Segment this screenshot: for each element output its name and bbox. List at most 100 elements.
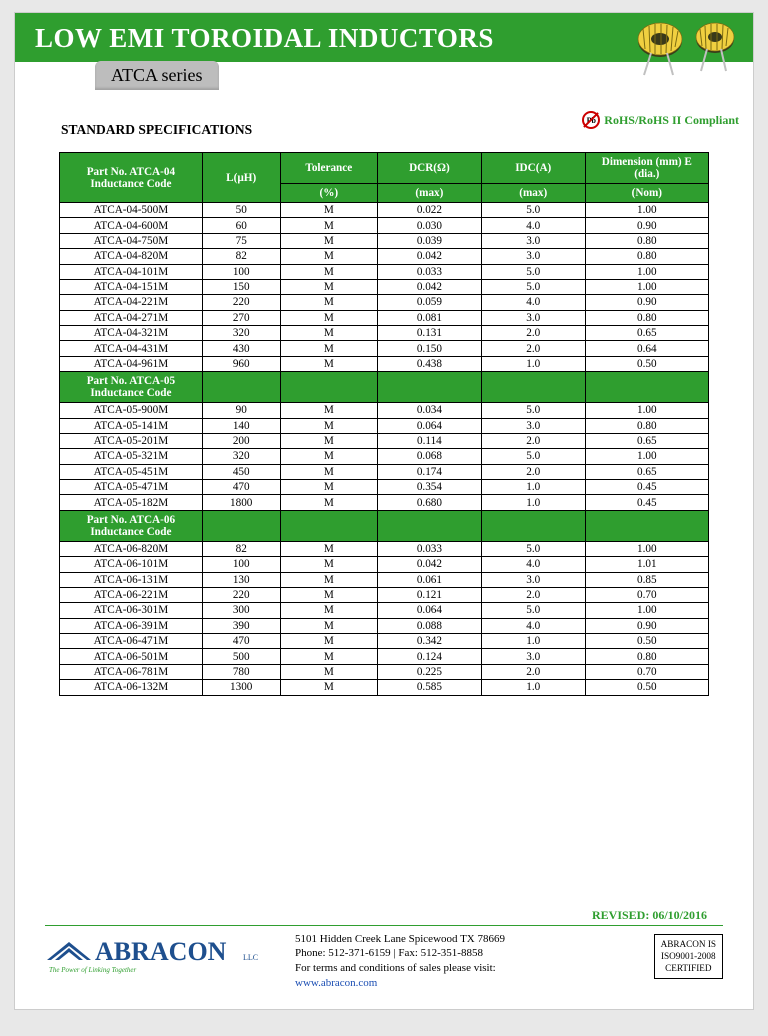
table-row: ATCA-04-600M60M0.0304.00.90 — [60, 218, 709, 233]
table-cell: 0.80 — [585, 418, 708, 433]
table-cell: 780 — [202, 664, 280, 679]
table-cell: M — [280, 356, 377, 371]
table-row: ATCA-05-141M140M0.0643.00.80 — [60, 418, 709, 433]
table-cell: 320 — [202, 326, 280, 341]
table-cell: M — [280, 403, 377, 418]
col-tol: Tolerance — [305, 162, 352, 174]
subheader-empty — [377, 372, 481, 403]
table-cell: ATCA-05-201M — [60, 433, 203, 448]
table-cell: ATCA-04-151M — [60, 279, 203, 294]
table-row: ATCA-05-182M1800M0.6801.00.45 — [60, 495, 709, 510]
table-cell: 2.0 — [481, 433, 585, 448]
table-cell: M — [280, 480, 377, 495]
table-cell: 2.0 — [481, 341, 585, 356]
table-row: ATCA-06-471M470M0.3421.00.50 — [60, 634, 709, 649]
table-cell: 0.90 — [585, 618, 708, 633]
table-cell: 1.0 — [481, 495, 585, 510]
table-cell: 0.042 — [377, 249, 481, 264]
table-cell: 0.225 — [377, 664, 481, 679]
table-cell: 3.0 — [481, 418, 585, 433]
table-cell: 5.0 — [481, 279, 585, 294]
table-cell: 5.0 — [481, 203, 585, 218]
table-cell: 1.00 — [585, 203, 708, 218]
address-line1: 5101 Hidden Creek Lane Spicewood TX 7866… — [295, 932, 634, 947]
table-cell: 320 — [202, 449, 280, 464]
spec-table-wrap: Part No. ATCA-04 Inductance Code L(µH) T… — [15, 152, 753, 696]
table-row: ATCA-06-101M100M0.0424.01.01 — [60, 557, 709, 572]
table-cell: 0.061 — [377, 572, 481, 587]
table-cell: ATCA-04-221M — [60, 295, 203, 310]
subheader-label: Part No. ATCA-06 Inductance Code — [60, 510, 203, 541]
table-cell: 1.01 — [585, 557, 708, 572]
cert-line1: ABRACON IS — [661, 939, 716, 951]
table-cell: 960 — [202, 356, 280, 371]
table-cell: 0.90 — [585, 295, 708, 310]
table-cell: M — [280, 341, 377, 356]
table-cell: 1.00 — [585, 279, 708, 294]
table-cell: M — [280, 233, 377, 248]
col-idc: IDC(A) — [515, 162, 551, 174]
table-cell: 4.0 — [481, 218, 585, 233]
table-cell: 220 — [202, 587, 280, 602]
compliance-row: Pb RoHS/RoHS II Compliant — [582, 111, 739, 129]
table-cell: 5.0 — [481, 541, 585, 556]
table-cell: 60 — [202, 218, 280, 233]
subheader-empty — [202, 372, 280, 403]
revised-date: REVISED: 06/10/2016 — [45, 908, 723, 923]
table-cell: M — [280, 464, 377, 479]
table-cell: 130 — [202, 572, 280, 587]
header-band: LOW EMI TOROIDAL INDUCTORS ATCA series — [15, 13, 753, 62]
table-cell: ATCA-05-182M — [60, 495, 203, 510]
table-cell: M — [280, 310, 377, 325]
table-cell: M — [280, 326, 377, 341]
rohs-label: RoHS/RoHS II Compliant — [604, 113, 739, 128]
table-row: ATCA-04-820M82M0.0423.00.80 — [60, 249, 709, 264]
table-subheader: Part No. ATCA-05 Inductance Code — [60, 372, 709, 403]
table-cell: 0.65 — [585, 433, 708, 448]
table-cell: 4.0 — [481, 295, 585, 310]
footer-rule — [45, 925, 723, 926]
subheader-empty — [585, 510, 708, 541]
table-cell: 0.80 — [585, 233, 708, 248]
table-cell: 0.585 — [377, 680, 481, 695]
table-cell: 0.114 — [377, 433, 481, 448]
table-cell: ATCA-04-961M — [60, 356, 203, 371]
table-cell: ATCA-04-431M — [60, 341, 203, 356]
table-row: ATCA-04-151M150M0.0425.01.00 — [60, 279, 709, 294]
website-link[interactable]: www.abracon.com — [295, 977, 377, 989]
table-cell: 82 — [202, 249, 280, 264]
table-cell: 3.0 — [481, 649, 585, 664]
table-row: ATCA-06-501M500M0.1243.00.80 — [60, 649, 709, 664]
table-row: ATCA-04-500M50M0.0225.01.00 — [60, 203, 709, 218]
table-cell: M — [280, 680, 377, 695]
table-row: ATCA-04-750M75M0.0393.00.80 — [60, 233, 709, 248]
table-cell: 0.50 — [585, 634, 708, 649]
table-cell: 470 — [202, 480, 280, 495]
table-cell: ATCA-06-471M — [60, 634, 203, 649]
table-cell: M — [280, 418, 377, 433]
table-cell: 470 — [202, 634, 280, 649]
table-cell: 4.0 — [481, 557, 585, 572]
table-subheader: Part No. ATCA-06 Inductance Code — [60, 510, 709, 541]
subheader-empty — [481, 510, 585, 541]
table-cell: M — [280, 634, 377, 649]
inductor-image-1 — [633, 19, 687, 77]
spec-table: Part No. ATCA-04 Inductance Code L(µH) T… — [59, 152, 709, 696]
table-row: ATCA-05-471M470M0.3541.00.45 — [60, 480, 709, 495]
table-cell: ATCA-06-820M — [60, 541, 203, 556]
table-cell: 1800 — [202, 495, 280, 510]
table-row: ATCA-06-391M390M0.0884.00.90 — [60, 618, 709, 633]
table-cell: 0.121 — [377, 587, 481, 602]
cert-line2: ISO9001-2008 — [661, 951, 716, 963]
table-cell: 500 — [202, 649, 280, 664]
table-cell: ATCA-06-101M — [60, 557, 203, 572]
table-cell: 150 — [202, 279, 280, 294]
table-row: ATCA-05-321M320M0.0685.01.00 — [60, 449, 709, 464]
svg-text:ABRACON: ABRACON — [95, 937, 227, 966]
table-cell: 0.85 — [585, 572, 708, 587]
table-cell: 0.45 — [585, 480, 708, 495]
table-row: ATCA-06-132M1300M0.5851.00.50 — [60, 680, 709, 695]
table-row: ATCA-05-900M90M0.0345.01.00 — [60, 403, 709, 418]
table-cell: ATCA-05-321M — [60, 449, 203, 464]
table-row: ATCA-05-201M200M0.1142.00.65 — [60, 433, 709, 448]
